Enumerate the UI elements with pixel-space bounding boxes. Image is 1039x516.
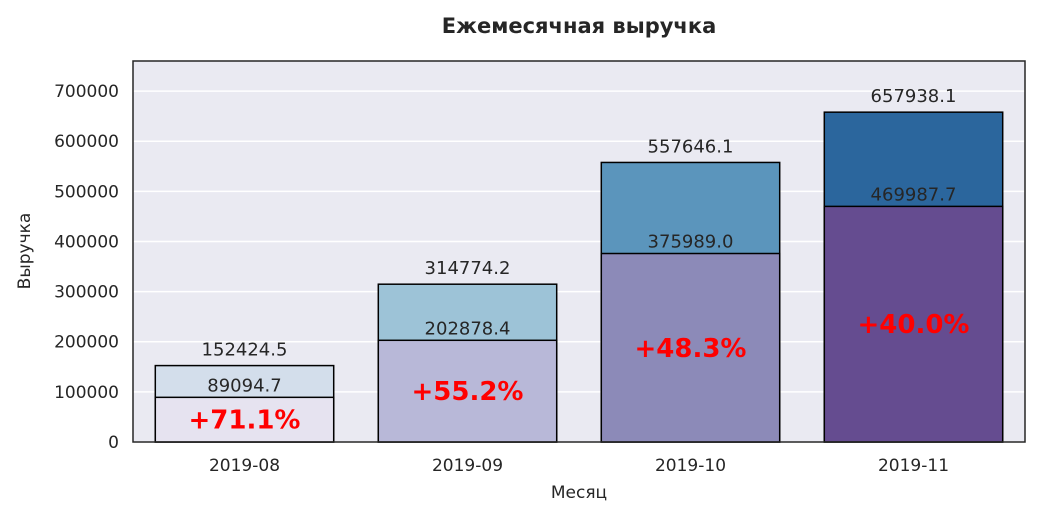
data-labels: 152424.5 89094.7 +71.1% 314774.2 202878.4 +55… (189, 86, 970, 436)
plot-frame (132, 60, 1026, 443)
growth-annotation: +71.1% (189, 406, 301, 436)
bar-total-label: 657938.1 (871, 86, 957, 107)
y-tick-label: 300000 (54, 283, 119, 303)
bar-total-label: 152424.5 (202, 340, 288, 361)
y-axis-ticks: 0 100000 200000 300000 400000 500000 600000 700… (54, 82, 119, 453)
bar-inner (377, 339, 558, 443)
y-tick-label: 400000 (54, 232, 119, 252)
bar-inner-label: 469987.7 (871, 184, 957, 205)
bar-inner-label: 375989.0 (648, 232, 734, 253)
chart-title: Ежемесячная выручка (442, 14, 717, 38)
y-tick-label: 200000 (54, 333, 119, 353)
x-axis-ticks: 2019-08 2019-09 2019-10 2019-11 (209, 456, 949, 476)
bar-inner (600, 252, 781, 443)
bar-total-label: 314774.2 (425, 258, 511, 279)
bars (154, 111, 1004, 443)
bar-inner (823, 205, 1004, 443)
y-tick-label: 600000 (54, 132, 119, 152)
y-tick-label: 0 (108, 433, 119, 453)
x-axis-title: Месяц (551, 483, 607, 503)
x-tick-label: 2019-09 (432, 456, 503, 476)
y-tick-label: 700000 (54, 82, 119, 102)
x-tick-label: 2019-11 (878, 456, 949, 476)
bar-inner (154, 396, 335, 443)
bar-inner-label: 89094.7 (207, 375, 281, 396)
bar-total-label: 557646.1 (648, 136, 734, 157)
growth-annotation: +55.2% (412, 377, 524, 407)
growth-annotation: +48.3% (635, 334, 747, 364)
y-axis-title: Выручка (15, 213, 35, 290)
y-tick-label: 500000 (54, 182, 119, 202)
y-tick-label: 100000 (54, 383, 119, 403)
x-tick-label: 2019-10 (655, 456, 726, 476)
bar-inner-label: 202878.4 (425, 318, 511, 339)
growth-annotation: +40.0% (858, 310, 970, 340)
x-tick-label: 2019-08 (209, 456, 280, 476)
